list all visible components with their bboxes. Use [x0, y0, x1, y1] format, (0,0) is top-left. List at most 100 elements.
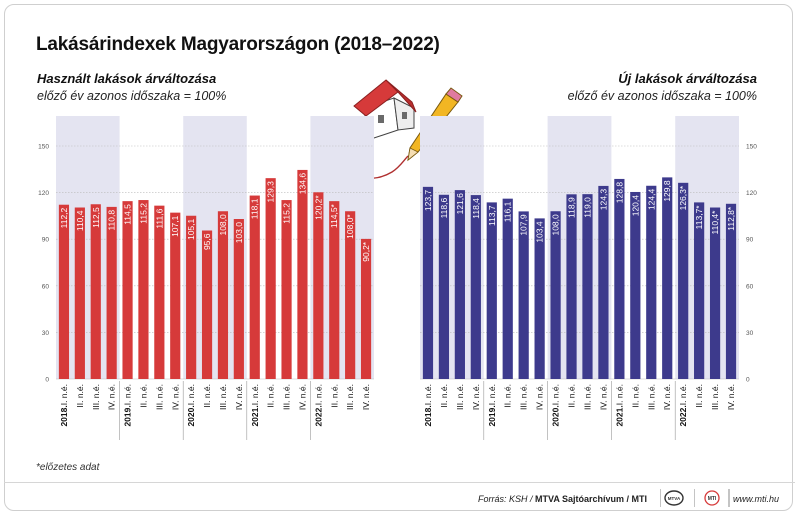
used-value-label: 129,3	[266, 181, 276, 203]
used-bar	[345, 211, 356, 379]
used-value-label: 103,0	[234, 222, 244, 244]
used-bar	[138, 200, 149, 379]
new-category-label: II. n.é.	[567, 384, 577, 408]
used-ytick-label: 0	[45, 377, 49, 384]
new-category-label: IV. n.é.	[662, 384, 672, 410]
new-bar	[694, 202, 705, 379]
used-category-label: 2019.I. n.é.	[123, 384, 133, 427]
new-chart-note: előző év azonos időszaka = 100%	[567, 89, 757, 103]
used-bar	[154, 205, 165, 379]
used-chart-note: előző év azonos időszaka = 100%	[37, 89, 227, 103]
footnote: *előzetes adat	[36, 462, 100, 473]
new-value-label: 118,4	[471, 198, 481, 219]
used-bar	[122, 201, 133, 379]
used-category-label: 2020.I. n.é.	[186, 384, 196, 427]
used-bar	[170, 212, 181, 379]
used-bar	[74, 207, 85, 379]
used-category-label: IV. n.é.	[361, 384, 371, 410]
new-bar	[518, 211, 529, 379]
new-bar	[502, 198, 513, 379]
infographic-frame	[4, 4, 793, 511]
used-category-label: II. n.é.	[75, 384, 85, 408]
new-bar	[550, 211, 561, 379]
used-value-label: 134,6	[297, 173, 307, 195]
new-value-label: 118,6	[439, 198, 449, 219]
used-bar	[265, 178, 276, 379]
used-value-label: 114,5*	[329, 203, 339, 228]
new-category-label: II. n.é.	[694, 384, 704, 408]
used-value-label: 112,5	[91, 207, 101, 228]
used-category-label: IV. n.é.	[234, 384, 244, 410]
used-category-label: 2022.I. n.é.	[313, 384, 323, 427]
used-value-label: 108,0*	[345, 214, 355, 239]
source-credit: Forrás: KSH / MTVA Sajtóarchívum / MTI	[478, 494, 647, 504]
new-category-label: 2020.I. n.é.	[551, 384, 561, 427]
used-category-label: II. n.é.	[138, 384, 148, 408]
source-bold: MTVA Sajtóarchívum / MTI	[535, 494, 648, 504]
new-category-label: 2022.I. n.é.	[678, 384, 688, 427]
new-category-label: III. n.é.	[710, 384, 720, 410]
source-prefix: Forrás: KSH /	[478, 494, 536, 504]
used-value-label: 111,6	[154, 208, 164, 228]
new-value-label: 123,7	[423, 190, 433, 212]
new-bar	[582, 194, 593, 379]
used-bar	[249, 195, 260, 379]
new-category-label: IV. n.é.	[598, 384, 608, 410]
used-category-label: III. n.é.	[282, 384, 292, 410]
new-bar	[709, 207, 721, 379]
new-value-label: 120,4	[630, 195, 640, 217]
new-ytick-label: 0	[746, 377, 750, 384]
new-ytick-label: 30	[746, 330, 754, 337]
used-category-label: IV. n.é.	[297, 384, 307, 410]
new-bar	[486, 202, 497, 379]
footer-divider	[4, 482, 795, 483]
used-category-label: II. n.é.	[266, 384, 276, 408]
new-bar	[678, 182, 689, 379]
used-value-label: 95,6	[202, 233, 212, 250]
new-value-label: 108,0	[551, 214, 561, 236]
used-category-label: III. n.é.	[218, 384, 228, 410]
used-ytick-label: 120	[38, 190, 49, 197]
used-bar	[58, 204, 70, 379]
used-bar	[106, 206, 117, 379]
used-category-label: III. n.é.	[91, 384, 101, 410]
new-category-label: II. n.é.	[503, 384, 513, 408]
used-value-label: 115,2	[282, 203, 292, 224]
new-category-label: 2019.I. n.é.	[487, 384, 497, 427]
new-ytick-label: 120	[746, 190, 757, 197]
used-value-label: 110,8	[107, 210, 117, 231]
used-bar	[281, 200, 292, 379]
used-value-label: 107,1	[170, 215, 180, 237]
new-bar	[422, 186, 434, 379]
mti-logo: MTI	[694, 489, 730, 507]
new-category-label: 2018.I. n.é.	[423, 384, 433, 427]
new-bar	[534, 218, 545, 379]
used-value-label: 112,2	[59, 207, 69, 228]
new-value-label: 116,1	[503, 201, 513, 222]
new-bar	[646, 185, 657, 379]
new-value-label: 129,8	[662, 180, 672, 202]
new-value-label: 119,0	[582, 197, 592, 218]
used-category-label: 2018.I. n.é.	[59, 384, 69, 427]
used-bar	[186, 215, 197, 379]
new-chart-heading: Új lakások árváltozása	[618, 71, 757, 86]
new-value-label: 121,6	[455, 193, 465, 215]
used-chart-heading: Használt lakások árváltozása	[37, 71, 217, 86]
new-bar	[598, 185, 609, 379]
used-value-label: 118,1	[250, 198, 260, 219]
used-category-label: IV. n.é.	[107, 384, 117, 410]
used-bar	[360, 238, 372, 379]
used-bar	[313, 192, 324, 379]
used-bar	[233, 219, 244, 379]
new-ytick-label: 90	[746, 237, 754, 244]
new-value-label: 110,4*	[710, 210, 720, 235]
used-bar	[297, 169, 308, 379]
used-category-label: IV. n.é.	[170, 384, 180, 410]
new-value-label: 103,4	[535, 221, 545, 243]
new-value-label: 107,9	[519, 214, 529, 236]
used-value-label: 114,5	[123, 204, 133, 225]
new-category-label: III. n.é.	[519, 384, 529, 410]
used-category-label: 2021.I. n.é.	[250, 384, 260, 427]
new-category-label: III. n.é.	[455, 384, 465, 410]
